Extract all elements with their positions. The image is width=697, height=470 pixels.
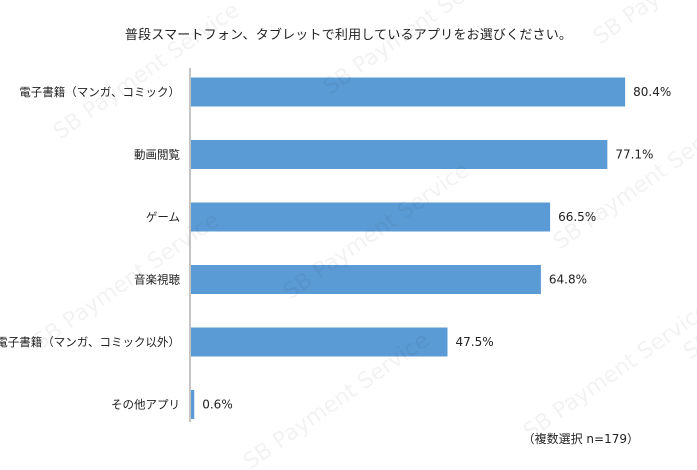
bar-5 (191, 390, 195, 419)
bar-2 (191, 202, 551, 232)
bar-3 (191, 265, 541, 294)
value-label-4: 47.5% (456, 335, 494, 349)
category-label-2: ゲーム (146, 210, 180, 224)
category-label-4: 電子書籍（マンガ、コミック以外） (0, 335, 180, 349)
category-label-5: その他アプリ (111, 398, 180, 412)
category-label-3: 音楽視聴 (134, 273, 180, 287)
value-label-0: 80.4% (633, 85, 671, 99)
bar-0 (191, 77, 626, 107)
bar-4 (191, 327, 448, 357)
bar-1 (191, 140, 608, 169)
value-label-2: 66.5% (558, 210, 596, 224)
value-label-3: 64.8% (549, 273, 587, 287)
chart-title: 普段スマートフォン、タブレットで利用しているアプリをお選びください。 (124, 28, 573, 43)
value-label-1: 77.1% (615, 148, 653, 162)
value-label-5: 0.6% (202, 398, 233, 412)
sample-note: （複数選択 n=179） (522, 432, 639, 446)
category-label-1: 動画閲覧 (134, 148, 180, 162)
category-label-0: 電子書籍（マンガ、コミック） (19, 85, 180, 99)
